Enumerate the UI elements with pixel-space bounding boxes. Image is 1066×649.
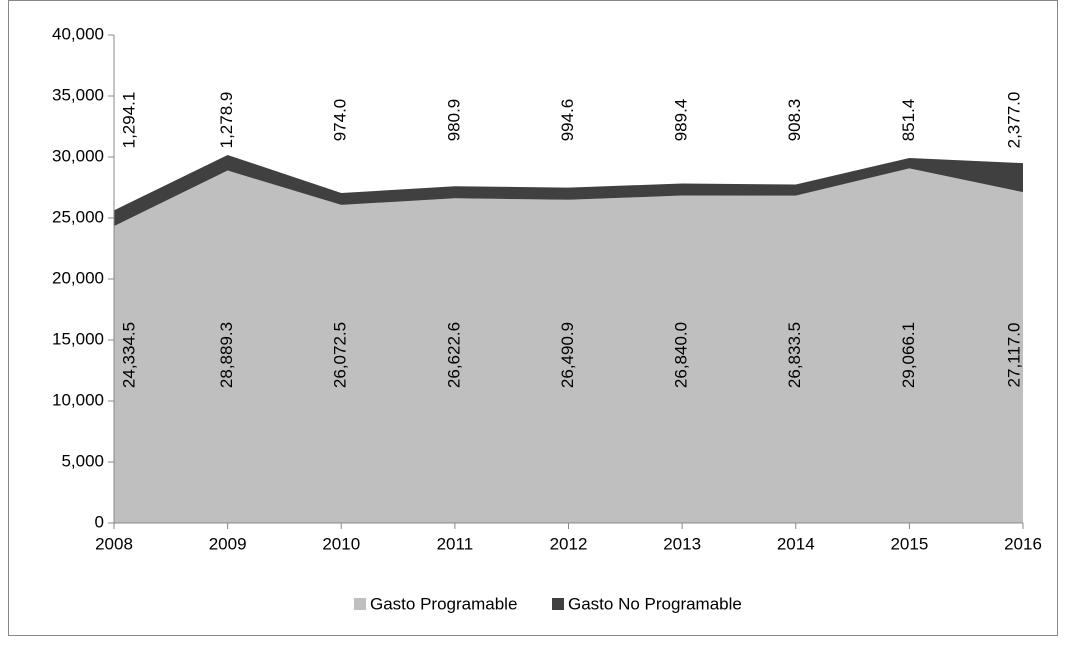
y-tick-label: 40,000 (52, 24, 104, 43)
x-tick-label: 2010 (322, 534, 360, 553)
y-tick-label: 0 (95, 512, 104, 531)
x-tick-label: 2012 (550, 534, 588, 553)
area-1 (114, 154, 1023, 227)
x-tick-label: 2011 (437, 534, 474, 553)
y-tick-label: 10,000 (52, 390, 104, 409)
legend-label: Gasto No Programable (568, 594, 742, 613)
data-label: 26,622.6 (444, 322, 463, 388)
y-tick-label: 15,000 (52, 329, 104, 348)
x-tick-label: 2015 (890, 534, 928, 553)
y-tick-label: 30,000 (52, 146, 104, 165)
data-label: 26,490.9 (558, 322, 577, 388)
y-tick-label: 5,000 (61, 451, 104, 470)
y-tick-label: 25,000 (52, 207, 104, 226)
data-label: 26,072.5 (331, 322, 350, 388)
data-label: 908.3 (785, 99, 804, 142)
x-tick-label: 2014 (777, 534, 815, 553)
data-label: 994.6 (558, 99, 577, 142)
data-label: 989.4 (672, 99, 691, 142)
data-label: 851.4 (899, 99, 918, 142)
data-label: 26,840.0 (672, 322, 691, 388)
data-label: 974.0 (331, 99, 350, 142)
data-label: 980.9 (444, 99, 463, 142)
data-label: 1,294.1 (119, 92, 138, 149)
x-tick-label: 2009 (209, 534, 247, 553)
data-label: 28,889.3 (217, 322, 236, 388)
x-tick-label: 2013 (663, 534, 701, 553)
data-label: 1,278.9 (217, 92, 236, 149)
data-label: 27,117.0 (1004, 323, 1023, 388)
legend-swatch (354, 598, 366, 610)
legend-swatch (552, 598, 564, 610)
y-tick-label: 20,000 (52, 268, 104, 287)
data-label: 24,334.5 (119, 322, 138, 388)
x-tick-label: 2016 (1004, 534, 1042, 553)
y-tick-label: 35,000 (52, 85, 104, 104)
data-label: 26,833.5 (785, 322, 804, 388)
data-label: 29,066.1 (899, 322, 918, 388)
legend-label: Gasto Programable (370, 594, 517, 613)
x-tick-label: 2008 (95, 534, 133, 553)
data-label: 2,377.0 (1004, 92, 1023, 149)
area-0 (114, 168, 1023, 523)
